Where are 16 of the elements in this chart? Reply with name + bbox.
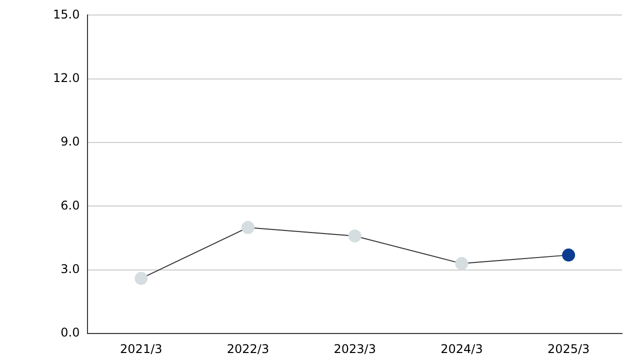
y-tick-label: 9.0 [60, 134, 80, 149]
point [134, 272, 148, 285]
x-tick-label: 2025/3 [547, 342, 590, 356]
y-tick-label: 6.0 [60, 198, 80, 212]
y-tick-label: 3.0 [60, 262, 80, 276]
y-tick-label: 0.0 [60, 326, 80, 340]
x-tick-label: 2024/3 [440, 342, 483, 356]
point [455, 257, 468, 270]
y-tick-label: 15.0 [53, 7, 80, 22]
x-tick-label: 2021/3 [120, 342, 162, 356]
x-tick-label: 2023/3 [334, 342, 376, 356]
point [348, 229, 362, 242]
x-tick-label: 2022/3 [226, 342, 270, 356]
point [242, 220, 255, 234]
point [562, 248, 576, 262]
y-tick-label: 12.0 [53, 71, 80, 86]
